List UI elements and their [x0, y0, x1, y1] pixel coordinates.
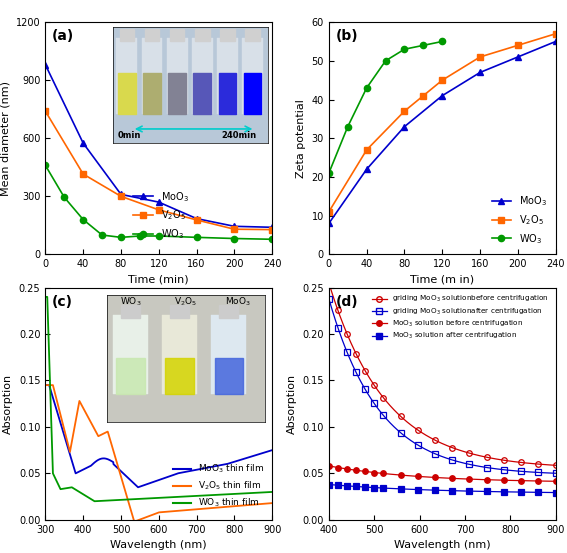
Text: (d): (d): [336, 295, 358, 309]
X-axis label: Time (min): Time (min): [129, 275, 189, 285]
Y-axis label: Mean diameter (nm): Mean diameter (nm): [1, 81, 10, 196]
Legend: MoO$_3$ thin film, V$_2$O$_5$ thin film, WO$_3$ thin film: MoO$_3$ thin film, V$_2$O$_5$ thin film,…: [169, 459, 268, 513]
Y-axis label: Absorption: Absorption: [287, 374, 297, 434]
Text: (b): (b): [336, 29, 358, 43]
Legend: griding MoO$_3$ solutionbefore centrifugation, griding MoO$_3$ solutionafter cen: griding MoO$_3$ solutionbefore centrifug…: [369, 291, 552, 345]
X-axis label: Wavelength (nm): Wavelength (nm): [394, 540, 490, 550]
X-axis label: Wavelength (nm): Wavelength (nm): [111, 540, 207, 550]
Text: (c): (c): [52, 295, 73, 309]
Legend: MoO$_3$, V$_2$O$_5$, WO$_3$: MoO$_3$, V$_2$O$_5$, WO$_3$: [488, 191, 551, 249]
Text: (a): (a): [52, 29, 74, 43]
Legend: MoO$_3$, V$_2$O$_5$, WO$_3$: MoO$_3$, V$_2$O$_5$, WO$_3$: [130, 186, 193, 245]
Y-axis label: Zeta potential: Zeta potential: [296, 99, 306, 178]
X-axis label: Time (m in): Time (m in): [410, 275, 475, 285]
Y-axis label: Absorption: Absorption: [3, 374, 13, 434]
